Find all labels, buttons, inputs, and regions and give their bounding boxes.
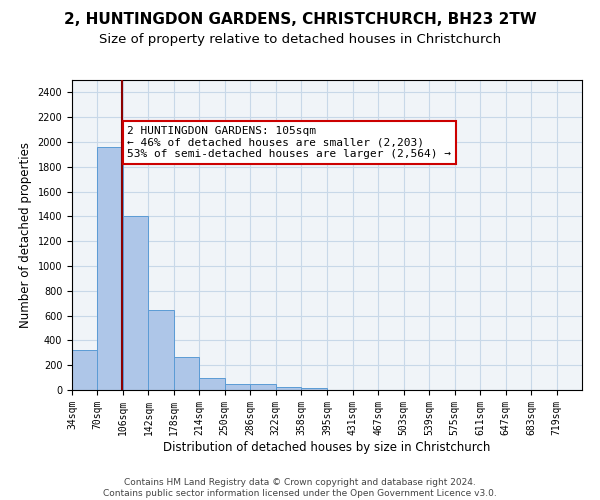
Text: 2, HUNTINGDON GARDENS, CHRISTCHURCH, BH23 2TW: 2, HUNTINGDON GARDENS, CHRISTCHURCH, BH2… bbox=[64, 12, 536, 28]
Bar bbox=[199, 378, 225, 390]
Bar bbox=[225, 384, 250, 390]
Text: 2 HUNTINGDON GARDENS: 105sqm
← 46% of detached houses are smaller (2,203)
53% of: 2 HUNTINGDON GARDENS: 105sqm ← 46% of de… bbox=[127, 126, 451, 159]
Bar bbox=[174, 356, 199, 390]
Bar bbox=[148, 310, 174, 390]
Text: Size of property relative to detached houses in Christchurch: Size of property relative to detached ho… bbox=[99, 32, 501, 46]
Y-axis label: Number of detached properties: Number of detached properties bbox=[19, 142, 32, 328]
Bar bbox=[123, 216, 148, 390]
Text: Contains HM Land Registry data © Crown copyright and database right 2024.
Contai: Contains HM Land Registry data © Crown c… bbox=[103, 478, 497, 498]
X-axis label: Distribution of detached houses by size in Christchurch: Distribution of detached houses by size … bbox=[163, 440, 491, 454]
Bar bbox=[301, 388, 328, 390]
Bar bbox=[276, 387, 301, 390]
Bar bbox=[72, 350, 97, 390]
Bar bbox=[250, 384, 276, 390]
Bar bbox=[97, 147, 123, 390]
